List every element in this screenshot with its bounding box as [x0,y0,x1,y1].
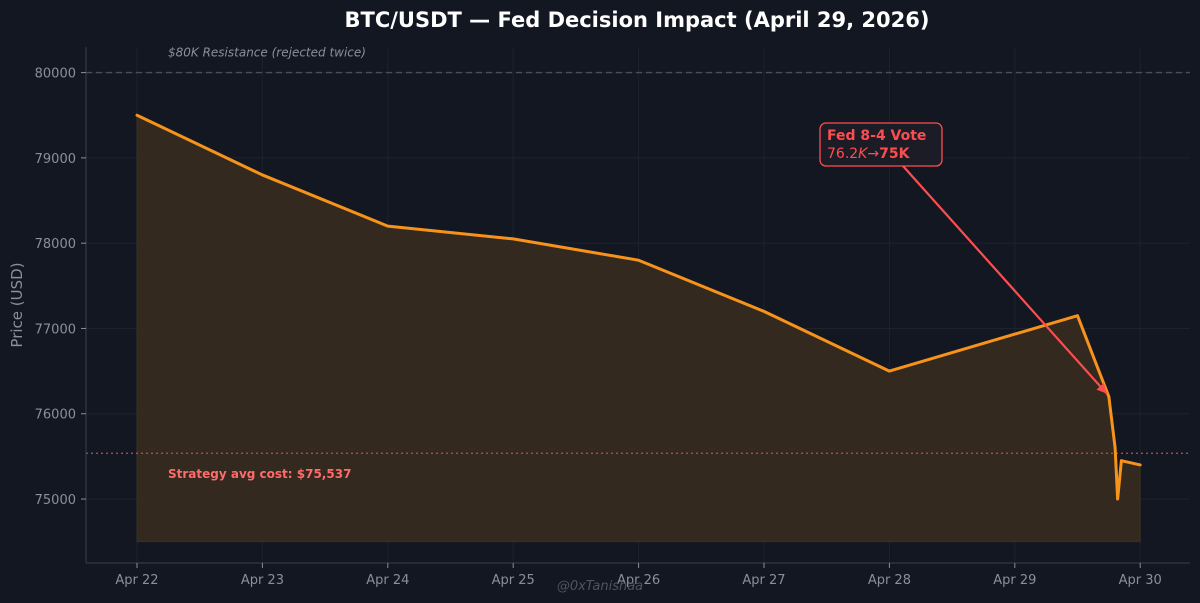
price-series [135,113,1142,501]
y-axis-label: Price (USD) [8,262,26,347]
annotation-arrow-glyph: → [867,146,879,162]
annotation-from-value: 76.2 [827,146,858,162]
y-tick-label: 78000 [35,237,76,252]
resistance-label: $80K Resistance (rejected twice) [168,46,366,60]
watermark: @0xTanishaa [557,579,643,594]
x-tick-label: Apr 28 [868,573,911,588]
x-tick-label: Apr 26 [617,573,660,588]
annotation-arrowhead [1096,382,1107,394]
y-tick-label: 79000 [35,152,76,167]
x-tick-label: Apr 24 [366,573,409,588]
price-line [135,113,1142,501]
y-tick-label: 80000 [35,67,76,82]
annotation-title: Fed 8-4 Vote [827,128,926,144]
y-tick-label: 75000 [35,493,76,508]
y-tick-label: 77000 [35,322,76,337]
annotation-unit: K [858,146,869,162]
annotation-detail: 76.2K→75K [827,146,911,162]
x-tick-label: Apr 25 [492,573,535,588]
x-tick-label: Apr 29 [993,573,1036,588]
x-tick-label: Apr 22 [115,573,158,588]
annotation-to-value: 75K [879,146,910,162]
axes: 75000 76000 77000 78000 79000 80000 Apr 22 Apr … [35,47,1190,588]
x-tick-label: Apr 23 [241,573,284,588]
reference-lines: $80K Resistance (rejected twice) Strategy… [86,46,1190,481]
x-tick-label: Apr 30 [1119,573,1162,588]
annotation-box [819,122,943,167]
x-tick-label: Apr 27 [742,573,785,588]
annotation-arrow [902,165,1108,395]
y-tick-label: 76000 [35,408,76,423]
chart-title: BTC/USDT — Fed Decision Impact (April 29… [345,8,930,32]
strategy-cost-label: Strategy avg cost: $75,537 [168,467,351,481]
fed-vote-annotation: Fed 8-4 Vote 76.2K→75K [819,122,1108,395]
